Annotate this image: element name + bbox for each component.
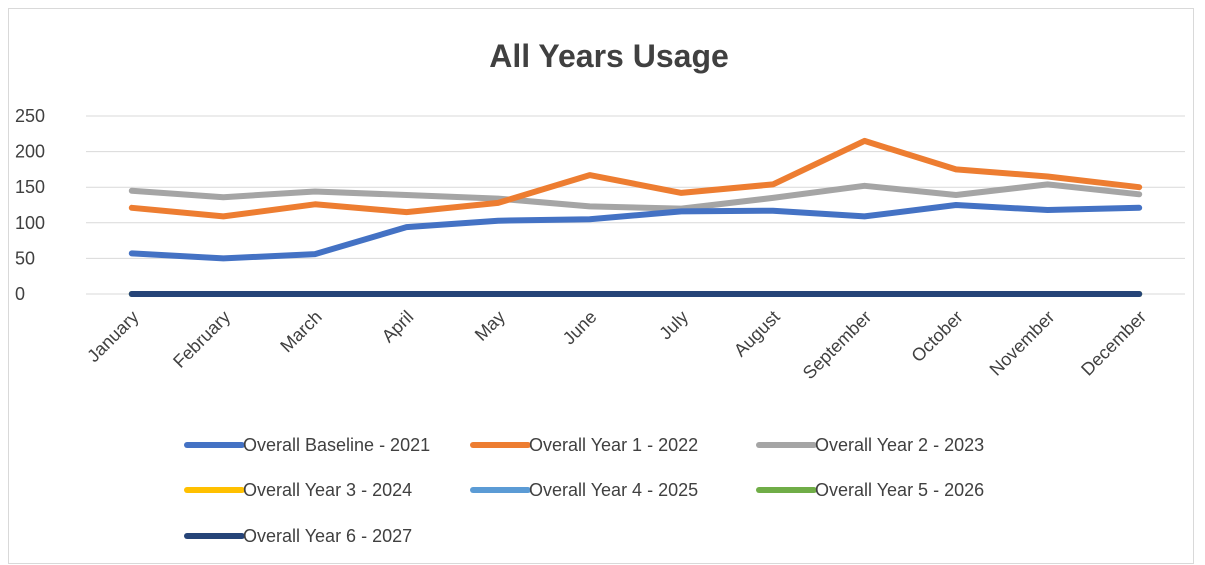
- legend-label: Overall Year 4 - 2025: [529, 480, 698, 500]
- series-line: [128, 137, 1143, 220]
- y-tick-label: 200: [15, 142, 45, 162]
- series-line: [128, 202, 1143, 262]
- series-line: [128, 181, 1143, 212]
- legend-item: Overall Baseline - 2021: [184, 435, 430, 455]
- legend-item: Overall Year 1 - 2022: [470, 435, 698, 455]
- x-axis-ticks: January February March April May June July Augu…: [83, 307, 1150, 383]
- x-tick-label: September: [799, 307, 875, 383]
- plot-series: [128, 137, 1143, 297]
- legend-item: Overall Year 2 - 2023: [756, 435, 984, 455]
- legend-label: Overall Year 6 - 2027: [243, 526, 412, 546]
- x-tick-label: June: [559, 307, 601, 349]
- legend-label: Overall Baseline - 2021: [243, 435, 430, 455]
- x-tick-label: November: [986, 307, 1059, 380]
- legend-item: Overall Year 6 - 2027: [184, 526, 412, 546]
- y-tick-label: 50: [15, 248, 35, 268]
- legend-label: Overall Year 3 - 2024: [243, 480, 412, 500]
- x-tick-label: May: [471, 307, 509, 345]
- x-tick-label: April: [378, 307, 418, 347]
- x-tick-label: March: [276, 307, 326, 357]
- legend-label: Overall Year 1 - 2022: [529, 435, 698, 455]
- x-tick-label: August: [730, 307, 784, 361]
- legend-item: Overall Year 3 - 2024: [184, 480, 412, 500]
- legend-label: Overall Year 5 - 2026: [815, 480, 984, 500]
- y-tick-label: 150: [15, 177, 45, 197]
- y-tick-label: 0: [15, 284, 25, 304]
- legend-item: Overall Year 5 - 2026: [756, 480, 984, 500]
- legend-label: Overall Year 2 - 2023: [815, 435, 984, 455]
- legend: Overall Baseline - 2021 Overall Year 1 - …: [184, 435, 984, 546]
- chart-area: All Years Usage 0 50 100 150 200 250 January F…: [8, 8, 1194, 564]
- y-axis-ticks: 0 50 100 150 200 250: [15, 106, 45, 304]
- y-tick-label: 250: [15, 106, 45, 126]
- y-tick-label: 100: [15, 213, 45, 233]
- legend-item: Overall Year 4 - 2025: [470, 480, 698, 500]
- x-tick-label: December: [1077, 307, 1150, 380]
- chart-title: All Years Usage: [489, 38, 729, 74]
- line-chart: All Years Usage 0 50 100 150 200 250 January F…: [15, 38, 1185, 546]
- x-tick-label: February: [169, 307, 234, 372]
- x-tick-label: January: [83, 307, 142, 366]
- x-tick-label: October: [907, 307, 966, 366]
- x-tick-label: July: [655, 307, 692, 344]
